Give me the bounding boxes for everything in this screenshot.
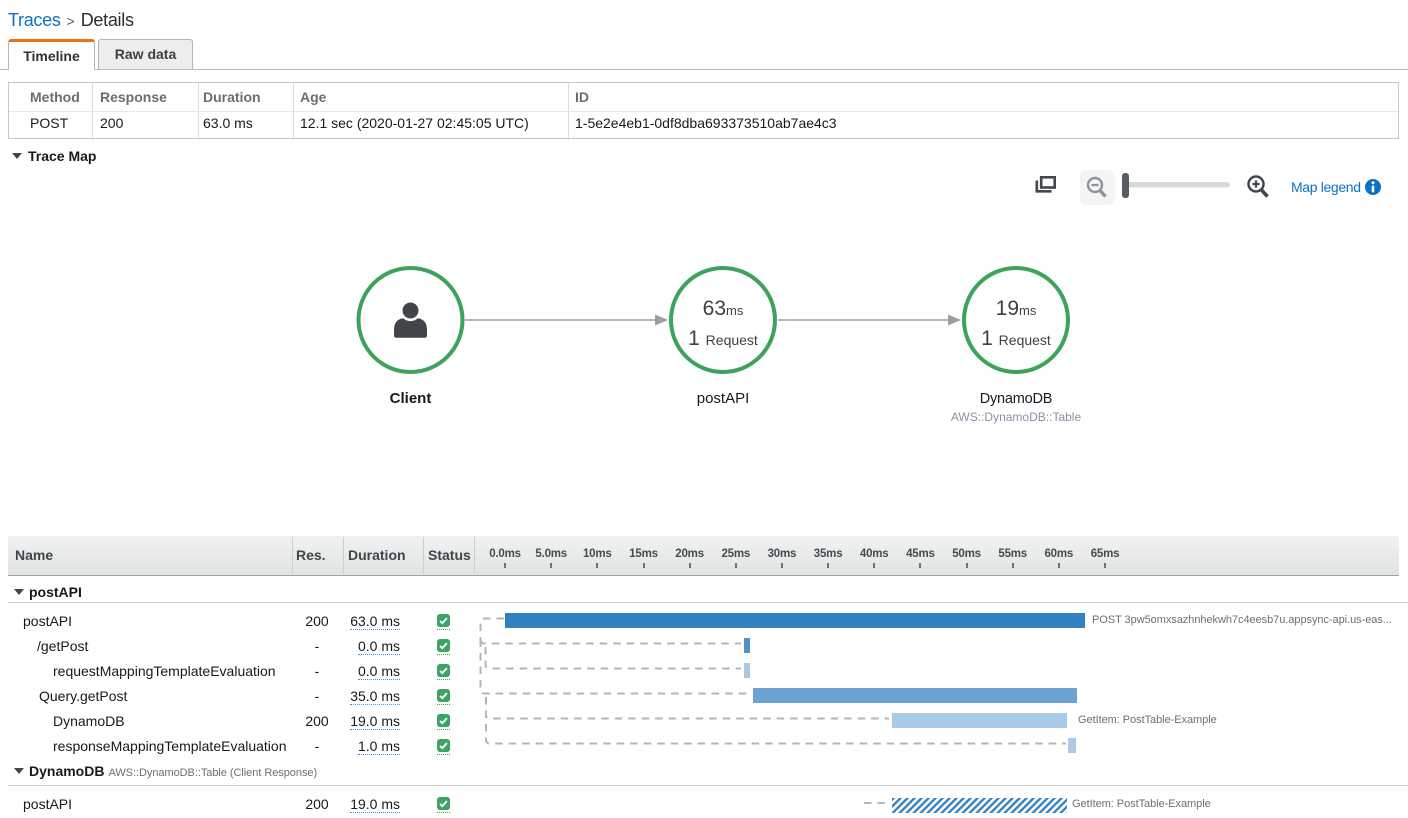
svg-text:19ms: 19ms: [996, 297, 1037, 320]
svg-text:Client: Client: [390, 390, 432, 407]
svg-text:1 Request: 1 Request: [688, 327, 758, 350]
svg-text:AWS::DynamoDB::Table: AWS::DynamoDB::Table: [951, 410, 1082, 424]
svg-text:63ms: 63ms: [703, 297, 744, 320]
svg-text:1 Request: 1 Request: [981, 327, 1051, 350]
svg-text:postAPI: postAPI: [697, 390, 750, 407]
svg-text:DynamoDB: DynamoDB: [980, 391, 1053, 407]
svg-text:Map legend: Map legend: [1291, 179, 1361, 195]
